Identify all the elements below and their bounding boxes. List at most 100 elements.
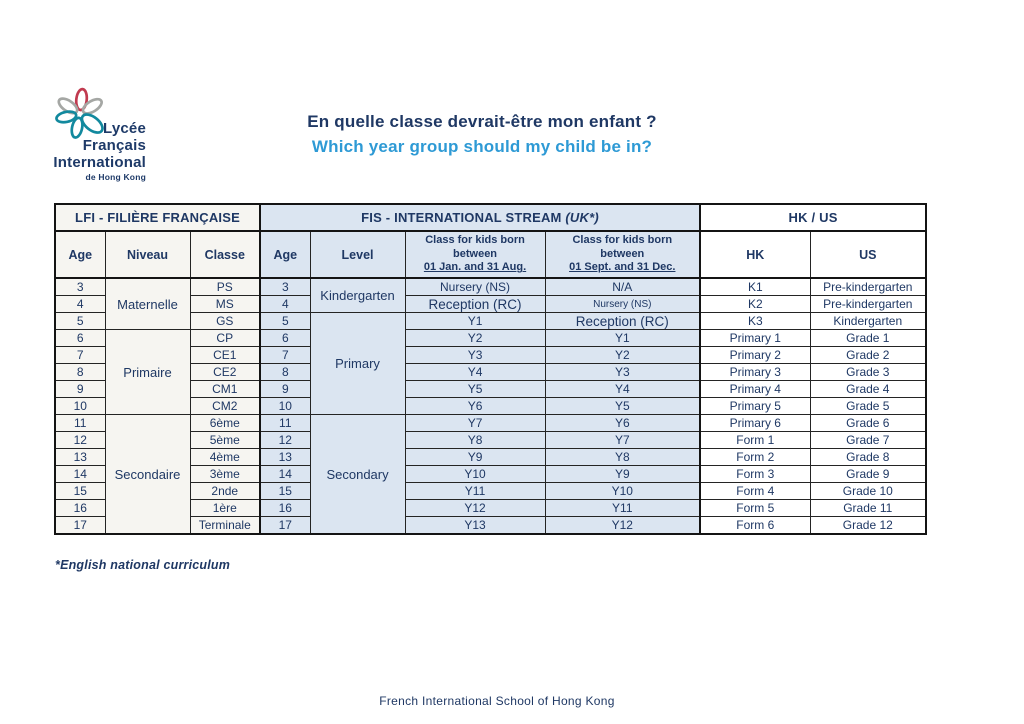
table-row: 15 2nde 15 Y11 Y10 Form 4 Grade 10 [54,482,927,500]
table-cell: K2 [699,295,811,313]
table-cell: Y13 [404,516,546,535]
table-cell: 6 [259,329,311,347]
table-cell: Primary 3 [699,363,811,381]
table-cell: Grade 4 [809,380,927,398]
title-english: Which year group should my child be in? [311,137,653,156]
table-cell: Secondaire [104,414,191,535]
footnote: *English national curriculum [55,558,231,572]
table-cell: 1ère [189,499,261,517]
table-cell: 4 [54,295,106,313]
table-cell: 15 [54,482,106,500]
table-cell: Form 5 [699,499,811,517]
table-cell: 11 [54,414,106,432]
table-row: 3 Maternelle PS 3 Kindergarten Nursery (NS) N/… [54,277,927,330]
table-row: 6 Primaire CP 6 Y2 Y1 Primary 1 Grade 1 [54,329,927,415]
column-header: US [809,230,927,279]
table-cell: 3ème [189,465,261,483]
table-cell: Primary [309,312,406,415]
table-cell: Kindergarten [809,312,927,330]
table-cell: Reception (RC) [404,295,546,313]
table-cell: 13 [54,448,106,466]
table-cell: CM1 [189,380,261,398]
table-cell: 7 [259,346,311,364]
table-cell: Pre-kindergarten [809,295,927,313]
table-cell: 7 [54,346,106,364]
table-cell: Secondary [309,414,406,535]
table-cell: Maternelle [104,277,191,330]
table-cell: Y1 [544,329,701,347]
table-cell: Grade 8 [809,448,927,466]
column-header: Level [309,230,406,279]
table-cell: 14 [54,465,106,483]
table-head: LFI - FILIÈRE FRANÇAISE FIS - INTERNATION… [54,203,927,279]
table-cell: Y2 [404,329,546,347]
footer-text: French International School of Hong Kong [379,694,615,708]
section-header-lfi: LFI - FILIÈRE FRANÇAISE [54,203,261,232]
table-cell: Form 2 [699,448,811,466]
table-cell: Y2 [544,346,701,364]
table-cell: Reception (RC) [544,312,701,330]
table-cell: Y10 [544,482,701,500]
table-cell: Y3 [404,346,546,364]
table-cell: Grade 10 [809,482,927,500]
table-row: 11 Secondaire 6ème 11 Secondary Y7 Y6 Primary 6… [54,414,927,535]
table-cell: 10 [259,397,311,415]
column-header: Class for kids born between 01 Sept. and 3… [544,230,701,279]
table-cell: Form 4 [699,482,811,500]
table-cell: CP [189,329,261,347]
table-cell: Form 3 [699,465,811,483]
table-cell: Y6 [404,397,546,415]
page-titles: En quelle classe devrait-être mon enfant… [0,109,964,159]
table-cell: 14 [259,465,311,483]
logo-line-1: Lycée [103,120,146,137]
table-cell: Y4 [404,363,546,381]
table-cell: 12 [259,431,311,449]
table-cell: Y4 [544,380,701,398]
table-cell: Primary 2 [699,346,811,364]
table-cell: Y8 [544,448,701,466]
table-cell: Primary 6 [699,414,811,432]
table-cell: Y12 [544,516,701,535]
table-row: 4 MS 4 Reception (RC) Nursery (NS) K2 Pre-kind… [54,295,927,313]
table-cell: Grade 2 [809,346,927,364]
table-cell: Y5 [544,397,701,415]
table-cell: 4 [259,295,311,313]
logo-line-4: de Hong Kong [85,172,146,182]
table-cell: Grade 9 [809,465,927,483]
table-cell: Primary 4 [699,380,811,398]
table-cell: Kindergarten [309,277,406,313]
table-cell: K3 [699,312,811,330]
table-cell: Grade 1 [809,329,927,347]
table-cell: 9 [259,380,311,398]
table-cell: 16 [54,499,106,517]
table-body: 3 Maternelle PS 3 Kindergarten Nursery (NS) N/… [54,277,927,535]
table-cell: Grade 6 [809,414,927,432]
table-cell: Nursery (NS) [544,295,701,313]
table-cell: 8 [259,363,311,381]
table-cell: 5 [54,312,106,330]
table-cell: Y9 [544,465,701,483]
table-cell: CE2 [189,363,261,381]
logo-line-2: Français [82,137,146,154]
table-cell: Y11 [404,482,546,500]
table-cell: Pre-kindergarten [809,277,927,296]
table-cell: Grade 7 [809,431,927,449]
table-cell: 12 [54,431,106,449]
table-cell: Y7 [404,414,546,432]
table-cell: 3 [54,277,106,296]
table-cell: Y9 [404,448,546,466]
table-cell: Y10 [404,465,546,483]
title-french: En quelle classe devrait-être mon enfant… [307,112,657,131]
table-cell: MS [189,295,261,313]
equivalence-table: LFI - FILIÈRE FRANÇAISE FIS - INTERNATION… [54,203,928,535]
table-row: 16 1ère 16 Y12 Y11 Form 5 Grade 11 [54,499,927,517]
table-cell: Primary 5 [699,397,811,415]
table-row: 9 CM1 9 Y5 Y4 Primary 4 Grade 4 [54,380,927,398]
table-cell: PS [189,277,261,296]
table-cell: 5ème [189,431,261,449]
table-cell: N/A [544,277,701,296]
table-cell: Y7 [544,431,701,449]
column-header: Niveau [104,230,191,279]
table-cell: Grade 5 [809,397,927,415]
